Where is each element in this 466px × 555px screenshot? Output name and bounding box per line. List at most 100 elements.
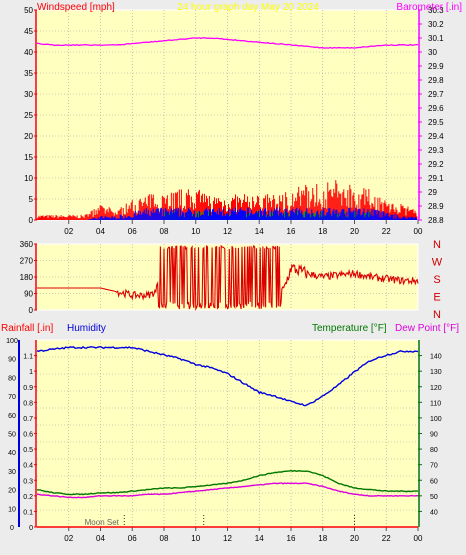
temp-ytick-label: 130: [430, 369, 442, 376]
wind-xtick-label: 02: [64, 227, 73, 236]
wind-direction-line: [37, 244, 419, 311]
temp-xtick-label: 12: [223, 534, 232, 543]
temp-xtick-label: 08: [160, 534, 169, 543]
rain-ytick-label: 1.1: [23, 354, 33, 361]
wind-xtick-label: 00: [414, 227, 423, 236]
temp-xtick-label: 06: [128, 534, 137, 543]
wind-ytick-label: 50: [24, 6, 33, 15]
dewpoint-line: [36, 482, 419, 499]
wind-ytick-label: 30: [24, 90, 33, 99]
temp-xtick-label: 02: [64, 534, 73, 543]
rain-ytick-label: 0.8: [23, 400, 33, 407]
temp-ytick-label: 100: [430, 416, 442, 423]
humidity-ytick-label: 60: [8, 413, 16, 420]
rain-ytick-label: 0: [29, 525, 33, 532]
temp-xtick-label: 04: [96, 534, 105, 543]
baro-ytick-label: 29.6: [428, 104, 444, 113]
humidity-ytick-label: 0: [10, 525, 14, 532]
wind-xtick-label: 08: [160, 227, 169, 236]
humidity-axis-title: Humidity: [67, 323, 106, 334]
compass-label: N: [433, 239, 441, 251]
moon-set-label: Moon Set: [85, 518, 120, 527]
rain-ytick-label: 0.3: [23, 478, 33, 485]
wind-xtick-label: 04: [96, 227, 105, 236]
dewpoint-axis-title: Dew Point [°F]: [395, 323, 459, 334]
humidity-ytick-label: 20: [8, 488, 16, 495]
baro-ytick-label: 28.9: [428, 202, 444, 211]
temp-xtick-label: 10: [191, 534, 200, 543]
temp-xtick-label: 18: [318, 534, 327, 543]
humidity-ytick-label: 100: [6, 338, 18, 345]
baro-ytick-label: 29.9: [428, 62, 444, 71]
humidity-ytick-label: 10: [8, 506, 16, 513]
wind-ytick-label: 0: [29, 216, 34, 225]
compass-label: N: [433, 309, 441, 321]
direction-ytick-label: 360: [20, 240, 34, 249]
baro-ytick-label: 29.8: [428, 76, 444, 85]
humidity-ytick-label: 50: [8, 432, 16, 439]
temp-ytick-label: 40: [430, 509, 438, 516]
direction-ytick-label: 180: [20, 273, 34, 282]
rain-ytick-label: 0.9: [23, 385, 33, 392]
wind-ytick-label: 45: [24, 27, 33, 36]
temp-ytick-label: 120: [430, 385, 442, 392]
humidity-ytick-label: 40: [8, 450, 16, 457]
baro-ytick-label: 29.1: [428, 174, 444, 183]
baro-axis-title: Barometer [.in]: [396, 2, 462, 13]
baro-ytick-label: 29: [428, 188, 437, 197]
wind-ytick-label: 40: [24, 48, 33, 57]
chart-title: 24 hour graph day May 20 2024: [177, 2, 319, 13]
temperature-line: [36, 469, 418, 496]
humidity-ytick-label: 80: [8, 375, 16, 382]
baro-ytick-label: 30: [428, 48, 437, 57]
rain-ytick-label: 0.2: [23, 494, 33, 501]
compass-label: E: [433, 292, 440, 304]
wind-ytick-label: 35: [24, 69, 33, 78]
wind-avg-series: [88, 207, 418, 220]
rain-ytick-label: 0.6: [23, 432, 33, 439]
baro-ytick-label: 28.8: [428, 216, 444, 225]
direction-ytick-label: 270: [20, 257, 34, 266]
baro-ytick-label: 29.5: [428, 118, 444, 127]
rain-ytick-label: 0.4: [23, 463, 33, 470]
wind-xtick-label: 14: [255, 227, 264, 236]
baro-ytick-label: 30.1: [428, 34, 444, 43]
temp-xtick-label: 16: [287, 534, 296, 543]
rain-axis-title: Rainfall [.in]: [1, 323, 53, 334]
baro-ytick-label: 30.3: [428, 6, 444, 15]
wind-ytick-label: 20: [24, 132, 33, 141]
rain-ytick-label: 1: [29, 369, 33, 376]
baro-ytick-label: 30.2: [428, 20, 444, 29]
wind-xtick-label: 10: [191, 227, 200, 236]
humidity-ytick-label: 90: [8, 357, 16, 364]
wind-xtick-label: 06: [128, 227, 137, 236]
temp-xtick-label: 00: [414, 534, 423, 543]
temp-xtick-label: 20: [350, 534, 359, 543]
wind-xtick-label: 22: [382, 227, 391, 236]
wind-ytick-label: 25: [24, 111, 33, 120]
baro-ytick-label: 29.2: [428, 160, 444, 169]
temp-ytick-label: 70: [430, 463, 438, 470]
humidity-ytick-label: 70: [8, 394, 16, 401]
rain-ytick-label: 0.1: [23, 509, 33, 516]
wind-ytick-label: 5: [29, 195, 34, 204]
humidity-ytick-label: 30: [8, 469, 16, 476]
baro-ytick-label: 29.3: [428, 146, 444, 155]
compass-label: W: [432, 257, 443, 269]
compass-label: S: [433, 274, 440, 286]
wind-axis-title: Windspeed [mph]: [37, 2, 115, 13]
wind-ytick-label: 10: [24, 174, 33, 183]
temp-xtick-label: 14: [255, 534, 264, 543]
temp-ytick-label: 60: [430, 478, 438, 485]
wind-xtick-label: 18: [318, 227, 327, 236]
humidity-line: [36, 345, 419, 407]
temp-ytick-label: 90: [430, 432, 438, 439]
wind-xtick-label: 12: [223, 227, 232, 236]
barometer-line: [36, 37, 418, 49]
baro-ytick-label: 29.7: [428, 90, 444, 99]
temp-ytick-label: 110: [430, 400, 441, 407]
rain-ytick-label: 0.5: [23, 447, 33, 454]
baro-ytick-label: 29.4: [428, 132, 444, 141]
temp-xtick-label: 22: [382, 534, 391, 543]
